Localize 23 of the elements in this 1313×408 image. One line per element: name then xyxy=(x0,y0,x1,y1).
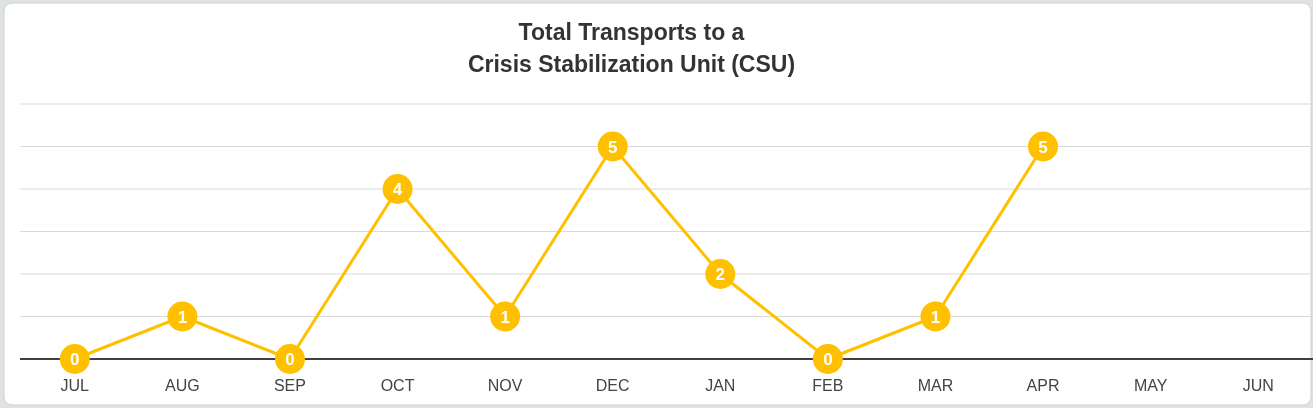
data-label: 1 xyxy=(500,307,510,327)
x-tick-label: APR xyxy=(1026,377,1060,394)
data-label: 5 xyxy=(1038,137,1048,157)
data-label: 1 xyxy=(930,307,941,327)
x-tick-label: AUG xyxy=(165,377,200,394)
data-label: 0 xyxy=(70,350,80,370)
data-label: 2 xyxy=(715,265,726,285)
x-tick-label: JAN xyxy=(705,377,736,394)
x-tick-label: JUN xyxy=(1242,377,1274,394)
data-label: 5 xyxy=(607,137,618,157)
x-tick-label: SEP xyxy=(273,377,306,394)
data-label: 1 xyxy=(177,307,188,327)
x-tick-label: NOV xyxy=(487,377,523,394)
x-tick-label: JUL xyxy=(60,377,90,394)
x-tick-label: MAR xyxy=(917,377,954,394)
chart-title: Total Transports to a Crisis Stabilization Unit (CSU) xyxy=(467,19,796,77)
data-label: 4 xyxy=(392,180,403,200)
data-label: 0 xyxy=(285,350,295,370)
x-tick-label: FEB xyxy=(812,377,844,394)
data-label: 0 xyxy=(823,350,833,370)
x-tick-label: DEC xyxy=(595,377,630,394)
x-tick-label: OCT xyxy=(380,377,415,394)
x-tick-label: MAY xyxy=(1133,377,1168,394)
